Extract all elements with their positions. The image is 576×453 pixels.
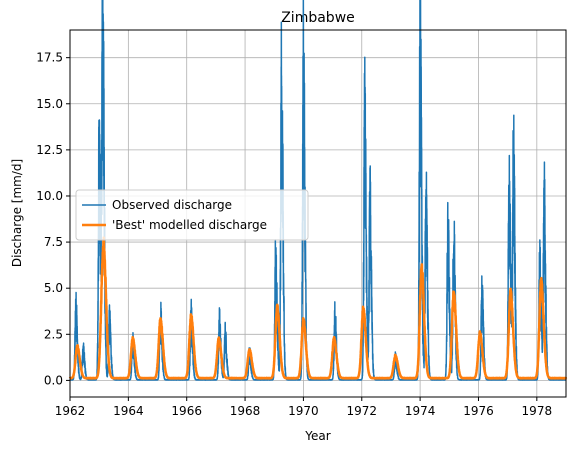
legend-label-modelled: 'Best' modelled discharge (112, 218, 267, 232)
x-tick-label: 1978 (522, 404, 553, 418)
y-tick-label: 0.0 (44, 373, 63, 387)
series-line-1 (68, 236, 568, 380)
y-tick-label: 17.5 (36, 51, 63, 65)
y-axis-label: Discharge [mm/d] (10, 159, 24, 267)
y-tick-label: 7.5 (44, 235, 63, 249)
y-tick-label: 15.0 (36, 97, 63, 111)
x-tick-label: 1970 (288, 404, 319, 418)
x-tick-label: 1976 (463, 404, 494, 418)
legend: Observed discharge 'Best' modelled disch… (75, 189, 309, 241)
legend-label-observed: Observed discharge (112, 198, 232, 212)
x-tick-label: 1962 (55, 404, 86, 418)
y-tick-label: 10.0 (36, 189, 63, 203)
series-layer (68, 0, 568, 381)
y-tick-label: 12.5 (36, 143, 63, 157)
plot-area (68, 0, 568, 398)
x-axis-ticks: 1962 1964 1966 1968 1970 1972 1974 1976 1978 (55, 397, 552, 418)
x-tick-label: 1966 (171, 404, 202, 418)
x-tick-label: 1974 (405, 404, 436, 418)
x-axis-label: Year (304, 429, 330, 443)
x-tick-label: 1968 (230, 404, 261, 418)
y-tick-label: 2.5 (44, 327, 63, 341)
x-tick-label: 1972 (346, 404, 377, 418)
plot-frame (69, 29, 567, 398)
chart-title: Zimbabwe (281, 10, 355, 26)
y-axis-ticks: 0.0 2.5 5.0 7.5 10.0 12.5 15.0 17.5 (36, 51, 70, 387)
legend-box (75, 189, 309, 241)
x-tick-label: 1964 (113, 404, 144, 418)
y-tick-label: 5.0 (44, 281, 63, 295)
series-line-0 (69, 0, 567, 381)
